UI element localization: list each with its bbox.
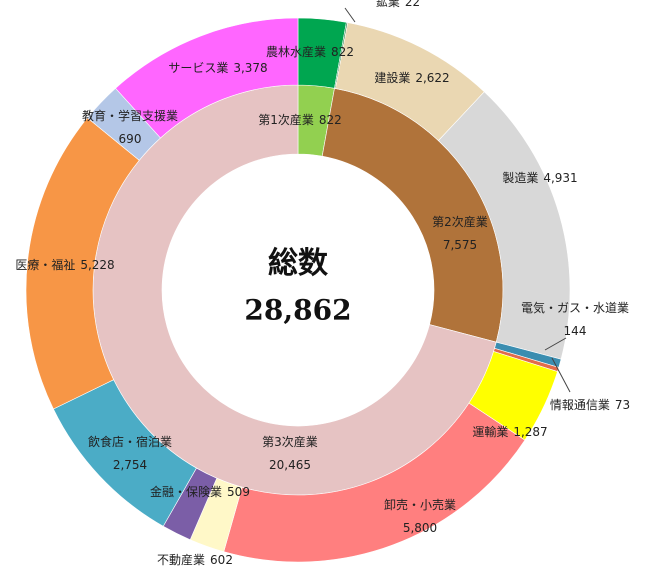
data-label: 金融・保険業 509: [150, 484, 250, 499]
data-label: 第2次産業 7,575: [432, 214, 488, 252]
label-value: 2,622: [415, 71, 449, 85]
label-value: 1,287: [513, 425, 547, 439]
rings: [25, 17, 571, 563]
label-name: 製造業: [502, 171, 538, 185]
label-name: サービス業: [168, 61, 228, 75]
center-total: 28,862: [244, 294, 351, 327]
label-name: 電気・ガス・水道業: [521, 300, 629, 315]
label-name: 飲食店・宿泊業: [88, 434, 172, 449]
label-value: 822: [319, 113, 342, 127]
data-label: 情報通信業 73: [550, 398, 630, 412]
leader-lines: [344, 7, 571, 393]
label-value: 22: [405, 0, 420, 9]
label-value: 3,378: [233, 61, 267, 75]
label-value: 690: [119, 132, 142, 146]
label-name: 第3次産業: [262, 434, 318, 449]
label-value: 20,465: [269, 458, 311, 472]
label-value: 822: [331, 45, 354, 59]
label-name: 不動産業: [157, 552, 205, 567]
label-name: 医療・福祉: [15, 257, 75, 272]
data-label: 鉱業 22: [376, 0, 420, 9]
label-value: 5,800: [403, 521, 437, 535]
center-title: 総数: [268, 246, 329, 281]
label-name: 教育・学習支援業: [82, 108, 178, 123]
label-name: 金融・保険業: [150, 484, 222, 499]
label-value: 2,754: [113, 458, 147, 472]
leader-line: [344, 7, 356, 23]
data-label: 第1次産業 822: [258, 112, 342, 127]
data-label: 農林水産業 822: [266, 44, 354, 59]
label-name: 鉱業: [376, 0, 400, 9]
data-label: 卸売・小売業 5,800: [384, 497, 456, 535]
segment: [115, 17, 299, 139]
label-name: 農林水産業: [266, 44, 326, 59]
data-label: 医療・福祉 5,228: [15, 257, 114, 272]
label-name: 運輸業: [472, 424, 508, 439]
label-value: 509: [227, 485, 250, 499]
leader-line: [551, 357, 571, 393]
label-value: 602: [210, 553, 233, 567]
data-label: 製造業 4,931: [502, 171, 577, 185]
label-name: 建設業: [374, 70, 410, 85]
data-label: 第3次産業 20,465: [262, 434, 318, 472]
data-label: 不動産業 602: [157, 552, 233, 567]
label-value: 144: [564, 324, 587, 338]
data-label: 教育・学習支援業 690: [82, 108, 178, 146]
label-value: 73: [615, 398, 630, 412]
label-value: 5,228: [80, 258, 114, 272]
data-label: 運輸業 1,287: [472, 424, 547, 439]
label-name: 第1次産業: [258, 112, 314, 127]
data-label: 建設業 2,622: [374, 70, 449, 85]
label-value: 7,575: [443, 238, 477, 252]
label-name: 卸売・小売業: [384, 497, 456, 512]
leader-line: [544, 337, 567, 351]
label-value: 4,931: [543, 171, 577, 185]
data-label: サービス業 3,378: [168, 61, 267, 75]
label-name: 第2次産業: [432, 214, 488, 229]
data-label: 飲食店・宿泊業 2,754: [88, 434, 172, 472]
data-label: 電気・ガス・水道業 144: [521, 300, 629, 338]
label-name: 情報通信業: [550, 398, 610, 412]
